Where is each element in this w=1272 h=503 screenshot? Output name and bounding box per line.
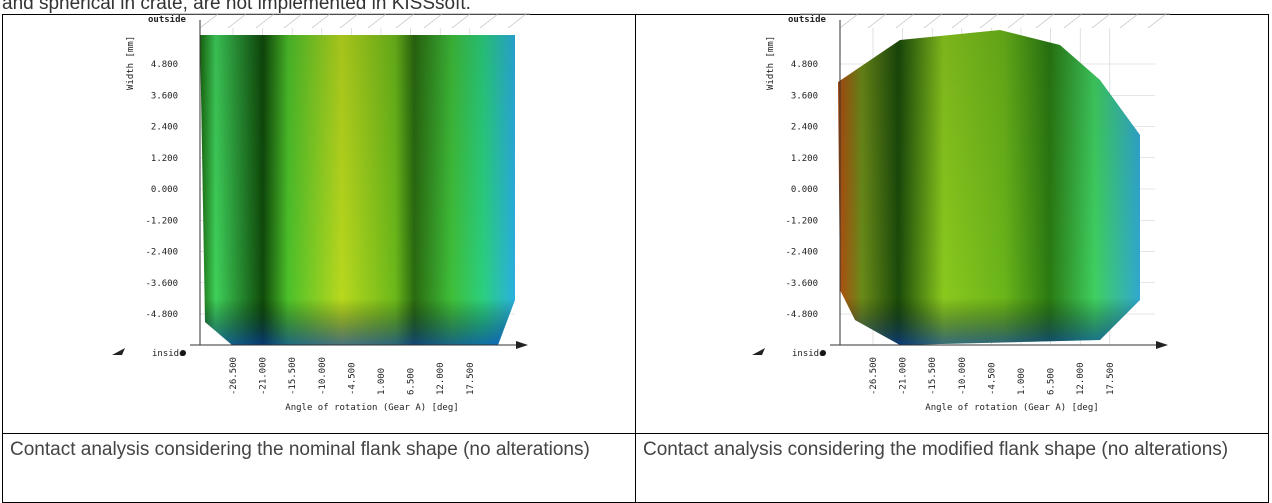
x-tick-label: -26.500	[869, 357, 879, 395]
x-axis-title: Angle of rotation (Gear A) [deg]	[285, 403, 458, 413]
perspective-line	[1063, 13, 1083, 29]
axis-arrow	[516, 341, 528, 349]
x-tick-label: 1.000	[377, 368, 387, 395]
bottom-label: inside	[792, 349, 825, 359]
perspective-line	[479, 13, 499, 29]
y-tick-label: 2.400	[151, 123, 178, 133]
y-tick-label: -3.600	[785, 279, 818, 289]
y-tick-label: -1.200	[145, 216, 178, 226]
origin-dot	[180, 350, 186, 356]
intro-text: and spherical in crate, are not implemen…	[2, 0, 471, 14]
perspective-line	[839, 13, 859, 29]
x-tick-label: 17.500	[466, 362, 476, 395]
y-tick-label: 0.000	[791, 185, 818, 195]
perspective-line	[1035, 13, 1055, 29]
x-axis-title: Angle of rotation (Gear A) [deg]	[925, 403, 1098, 413]
axis-arrow	[1156, 341, 1168, 349]
x-tick-label: -15.500	[928, 357, 938, 395]
perspective-line	[227, 13, 247, 29]
perspective-line	[1091, 13, 1111, 29]
perspective-line	[895, 13, 915, 29]
y-tick-label: 0.000	[151, 185, 178, 195]
top-label: outside	[148, 14, 187, 25]
caption: Contact analysis considering the nominal…	[10, 439, 590, 460]
y-tick-label: 4.800	[151, 60, 178, 70]
x-tick-label: 6.500	[1047, 368, 1057, 395]
perspective-line	[507, 13, 527, 29]
perspective-line	[1147, 13, 1167, 29]
x-tick-label: -10.000	[958, 357, 968, 395]
y-tick-label: 3.600	[151, 91, 178, 101]
perspective-line	[311, 13, 331, 29]
perspective-line	[339, 13, 359, 29]
perspective-line	[283, 13, 303, 29]
y-tick-label: -3.600	[145, 279, 178, 289]
x-tick-label: -21.000	[899, 357, 909, 395]
x-tick-label: 12.000	[1076, 362, 1086, 395]
x-tick-label: 12.000	[436, 362, 446, 395]
y-tick-label: -4.800	[785, 310, 818, 320]
perspective-line	[979, 13, 999, 29]
perspective-line	[395, 13, 415, 29]
perspective-line	[867, 13, 887, 29]
perspective-line	[255, 13, 275, 29]
top-label: outside	[788, 14, 827, 25]
y-tick-label: -2.400	[145, 248, 178, 258]
caption: Contact analysis considering the modifie…	[643, 439, 1229, 460]
y-tick-label: 3.600	[791, 91, 818, 101]
x-tick-label: -4.500	[347, 362, 357, 395]
surface	[200, 30, 1140, 345]
x-tick-label: -15.500	[288, 357, 298, 395]
perspective-line	[951, 13, 971, 29]
figures: 4.800 3.600 2.400 1.200 0.000 -1.200 -2.400 -3.…	[112, 13, 1170, 413]
x-tick-label: 6.500	[407, 368, 417, 395]
y-tick-label: -1.200	[785, 216, 818, 226]
perspective-line	[1007, 13, 1027, 29]
y-axis-title: Width [mm]	[126, 36, 136, 90]
y-tick-label: 2.400	[791, 123, 818, 133]
y-tick-label: 1.200	[791, 154, 818, 164]
bottom-label: inside	[152, 349, 185, 359]
x-tick-label: 17.500	[1106, 362, 1116, 395]
x-tick-label: 1.000	[1017, 368, 1027, 395]
x-tick-label: -21.000	[259, 357, 269, 395]
perspective-line	[367, 13, 387, 29]
perspective-line	[923, 13, 943, 29]
origin-dot	[820, 350, 826, 356]
x-tick-label: -10.000	[318, 357, 328, 395]
x-tick-label: -26.500	[229, 357, 239, 395]
y-tick-label: 1.200	[151, 154, 178, 164]
perspective-line	[1119, 13, 1139, 29]
axis-arrow	[112, 348, 125, 355]
axis-arrow	[752, 348, 765, 355]
y-tick-label: 4.800	[791, 60, 818, 70]
x-tick-label: -4.500	[987, 362, 997, 395]
perspective-line	[199, 13, 219, 29]
y-tick-label: -2.400	[785, 248, 818, 258]
y-tick-label: -4.800	[145, 310, 178, 320]
perspective-line	[423, 13, 443, 29]
y-axis-title: Width [mm]	[766, 36, 776, 90]
perspective-line	[451, 13, 471, 29]
